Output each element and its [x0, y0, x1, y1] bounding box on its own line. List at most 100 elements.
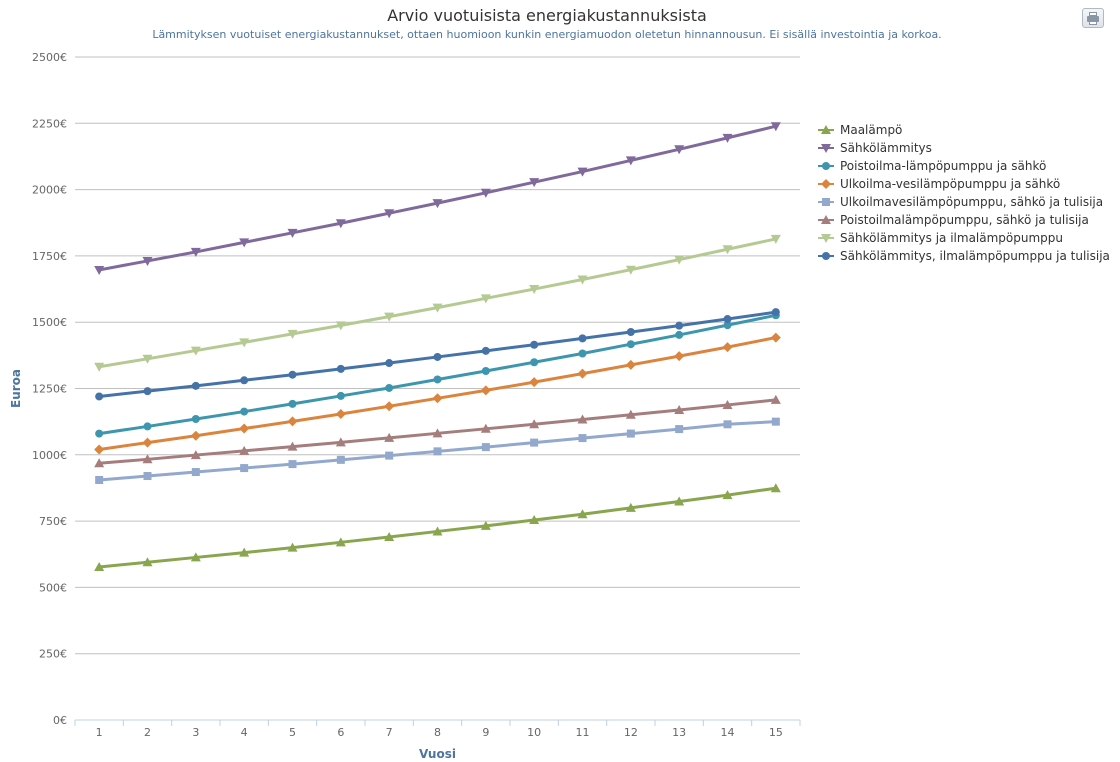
- data-point: [94, 458, 105, 468]
- data-point: [94, 362, 105, 372]
- data-point: [674, 351, 685, 362]
- data-point: [287, 441, 298, 451]
- data-point: [239, 338, 250, 348]
- data-point: [625, 156, 636, 166]
- y-tick-label: 1000€: [32, 449, 67, 462]
- data-point: [432, 303, 443, 313]
- series-line: [98, 124, 777, 272]
- legend-label: Poistoilma-lämpöpumppu ja sähkö: [840, 159, 1046, 173]
- x-tick-label: 6: [337, 726, 344, 739]
- data-point: [625, 409, 636, 419]
- data-point: [625, 359, 636, 370]
- legend-item[interactable]: Ulkoilmavesilämpöpumppu, sähkö ja tulisi…: [818, 195, 1103, 209]
- data-point: [480, 520, 491, 530]
- legend-marker: [822, 252, 830, 260]
- x-tick-label: 1: [96, 726, 103, 739]
- data-point: [336, 364, 345, 373]
- legend-item[interactable]: Sähkölämmitys, ilmalämpöpumppu ja tulisi…: [818, 249, 1110, 263]
- data-point: [288, 370, 297, 379]
- data-point: [287, 416, 298, 427]
- data-point: [385, 451, 394, 460]
- data-point: [239, 423, 250, 434]
- data-point: [674, 496, 685, 506]
- y-tick-label: 750€: [39, 515, 67, 528]
- data-point: [770, 394, 781, 404]
- data-point: [335, 321, 346, 331]
- data-point: [480, 188, 491, 198]
- data-point: [143, 387, 152, 396]
- x-tick-label: 15: [769, 726, 783, 739]
- x-tick-label: 4: [241, 726, 248, 739]
- data-point: [771, 308, 780, 317]
- print-button[interactable]: [1082, 8, 1104, 28]
- series-group: [95, 308, 780, 401]
- data-point: [190, 552, 201, 562]
- data-point: [577, 368, 588, 379]
- data-point: [142, 557, 153, 567]
- data-point: [142, 437, 153, 448]
- data-point: [384, 432, 395, 442]
- data-point: [190, 247, 201, 257]
- data-point: [142, 454, 153, 464]
- legend-label: Sähkölämmitys, ilmalämpöpumppu ja tulisi…: [840, 249, 1110, 263]
- data-point: [95, 475, 104, 484]
- y-tick-label: 1250€: [32, 383, 67, 396]
- data-point: [481, 346, 490, 355]
- data-point: [239, 445, 250, 455]
- legend-marker: [821, 215, 831, 224]
- data-point: [335, 437, 346, 447]
- y-tick-label: 2500€: [32, 51, 67, 64]
- data-point: [481, 443, 490, 452]
- legend-marker: [822, 198, 830, 206]
- chart-title: Arvio vuotuisista energiakustannuksista: [387, 6, 707, 25]
- data-point: [529, 285, 540, 295]
- legend-item[interactable]: Sähkölämmitys: [818, 141, 932, 155]
- data-point: [94, 265, 105, 275]
- legend-label: Sähkölämmitys ja ilmalämpöpumppu: [840, 231, 1063, 245]
- data-point: [578, 334, 587, 343]
- data-point: [529, 178, 540, 188]
- data-point: [529, 377, 540, 388]
- data-point: [432, 199, 443, 209]
- legend-item[interactable]: Ulkoilma-vesilämpöpumppu ja sähkö: [818, 177, 1060, 191]
- data-point: [722, 133, 733, 143]
- data-point: [675, 330, 684, 339]
- x-axis-title: Vuosi: [419, 747, 456, 761]
- data-point: [433, 352, 442, 361]
- data-point: [625, 265, 636, 275]
- series-group: [95, 417, 780, 484]
- data-point: [675, 321, 684, 330]
- data-point: [384, 209, 395, 219]
- x-tick-label: 3: [192, 726, 199, 739]
- data-point: [384, 312, 395, 322]
- legend-label: Ulkoilma-vesilämpöpumppu ja sähkö: [840, 177, 1060, 191]
- data-point: [770, 122, 781, 132]
- legend-item[interactable]: Poistoilma-lämpöpumppu ja sähkö: [818, 159, 1046, 173]
- data-point: [626, 429, 635, 438]
- legend-item[interactable]: Maalämpö: [818, 123, 902, 137]
- data-point: [771, 417, 780, 426]
- data-point: [529, 515, 540, 525]
- data-point: [722, 245, 733, 255]
- data-point: [577, 275, 588, 285]
- data-point: [723, 420, 732, 429]
- x-tick-label: 11: [576, 726, 590, 739]
- series-group: [94, 234, 781, 372]
- data-point: [335, 408, 346, 419]
- data-point: [432, 526, 443, 536]
- data-point: [432, 393, 443, 404]
- legend-item[interactable]: Poistoilmalämpöpumppu, sähkö ja tulisija: [818, 213, 1089, 227]
- legend-item[interactable]: Sähkölämmitys ja ilmalämpöpumppu: [818, 231, 1063, 245]
- data-point: [143, 422, 152, 431]
- data-point: [675, 425, 684, 434]
- data-point: [480, 385, 491, 396]
- legend-marker: [821, 144, 831, 153]
- y-tick-label: 2000€: [32, 184, 67, 197]
- data-point: [239, 238, 250, 248]
- data-point: [577, 167, 588, 177]
- data-point: [240, 464, 249, 473]
- series-group: [94, 122, 781, 275]
- series-line: [98, 313, 777, 436]
- data-point: [191, 381, 200, 390]
- data-point: [674, 404, 685, 414]
